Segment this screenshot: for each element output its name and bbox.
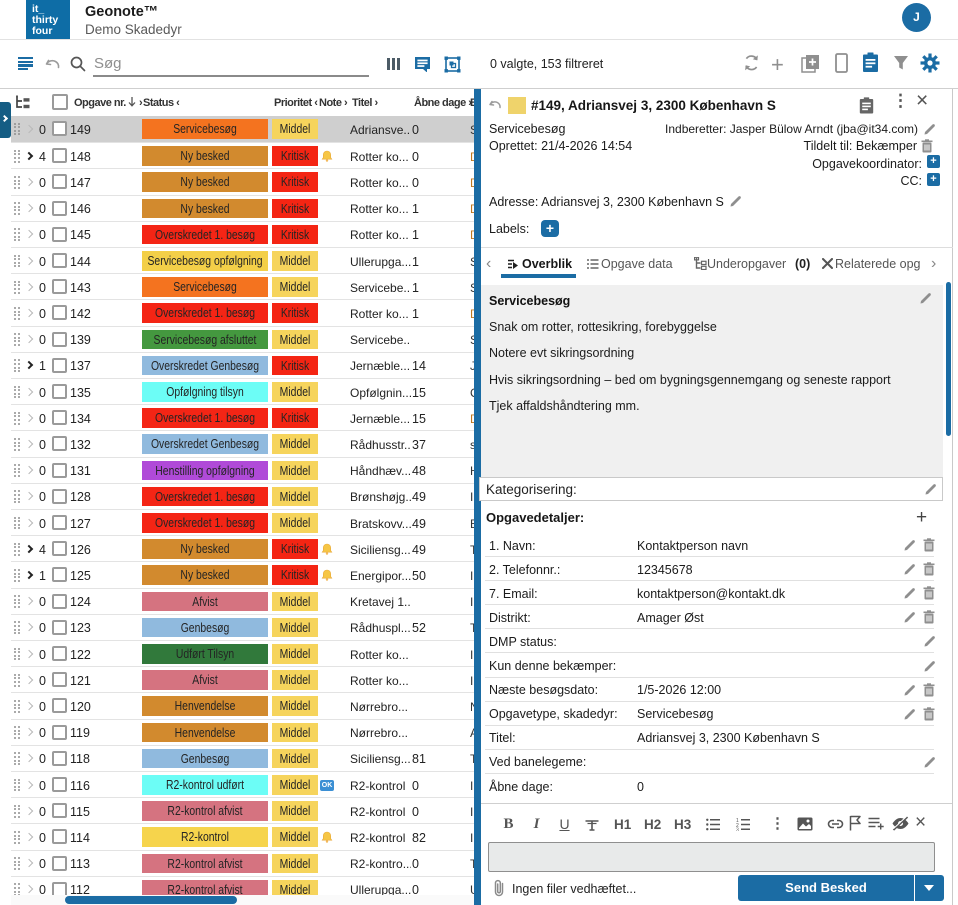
svg-text:3: 3 — [736, 828, 739, 832]
svg-text:2: 2 — [736, 823, 739, 829]
svg-text:1: 1 — [736, 818, 739, 824]
